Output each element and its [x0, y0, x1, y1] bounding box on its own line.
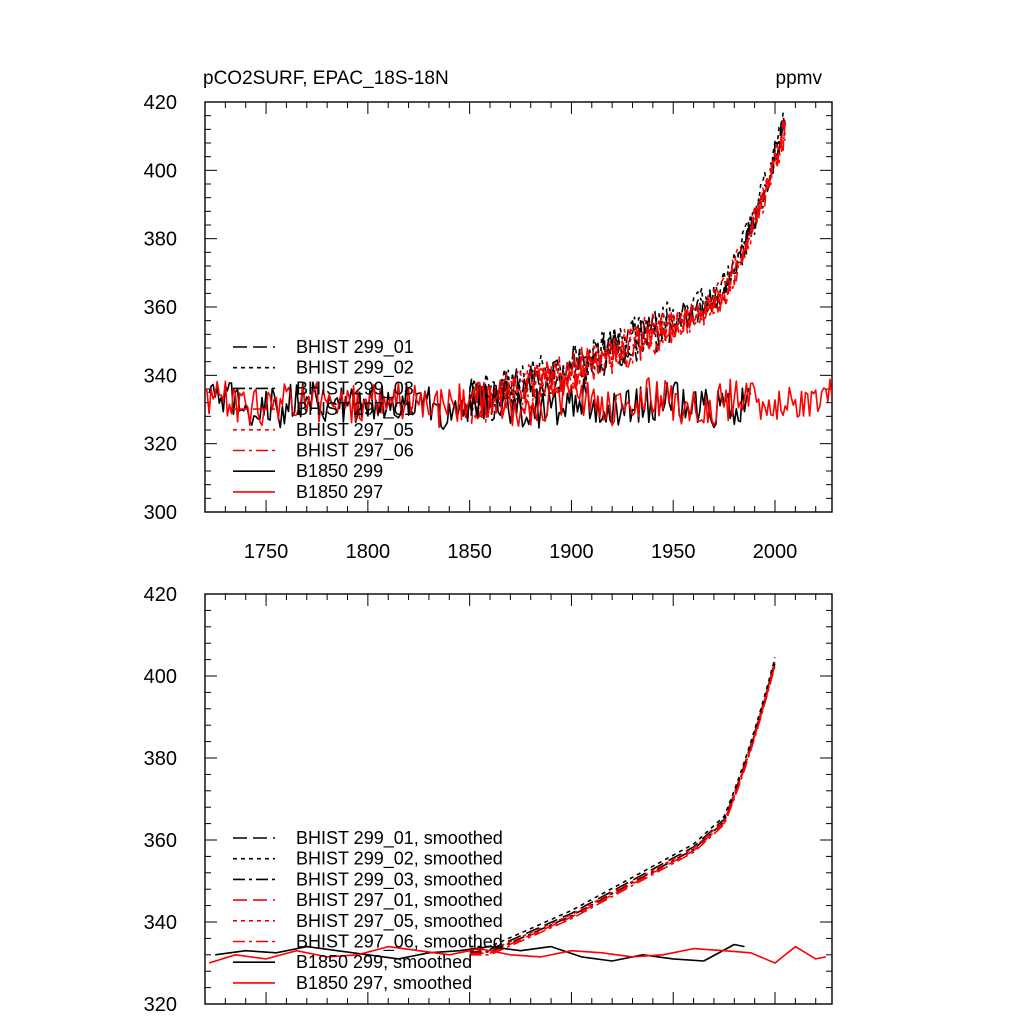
top-panel-raw: 1750 1800 1850 1900 1950 2000 300 320 340 360 380 4… [144, 92, 833, 563]
series-line-bhist-297-05 [468, 122, 786, 419]
series-line-b1850-297 [205, 377, 832, 429]
series-line-b1850-299-smoothed [215, 943, 745, 962]
y-tick-label: 340 [144, 365, 177, 387]
series-line-b1850-297-smoothed [208, 945, 827, 964]
legend-label: B1850 299, smoothed [296, 952, 472, 972]
legend-label: BHIST 297_05 [296, 420, 414, 441]
y-tick-label: 400 [144, 666, 177, 688]
x-tick-label: 1750 [244, 541, 289, 563]
chart-title-units: ppmv [776, 68, 823, 89]
series-line-bhist-297-06-smoothed [469, 665, 776, 956]
x-tick-label: 1950 [651, 541, 696, 563]
y-tick-label: 360 [144, 830, 177, 852]
x-tick-label: 1800 [346, 541, 391, 563]
legend-label: B1850 297, smoothed [296, 973, 472, 993]
legend-label: BHIST 299_02, smoothed [296, 849, 503, 870]
legend-label: BHIST 299_01 [296, 337, 414, 358]
y-tick-label: 420 [144, 92, 177, 114]
legend-label: BHIST 297_06, smoothed [296, 932, 503, 953]
series-line-bhist-299-01-smoothed [469, 660, 776, 951]
x-tick-label: 1900 [549, 541, 594, 563]
legend-label: BHIST 299_03, smoothed [296, 869, 503, 890]
series-line-bhist-297-05-smoothed [469, 661, 776, 952]
x-tick-label: 1850 [447, 541, 492, 563]
legend-label: BHIST 299_01, smoothed [296, 828, 503, 849]
legend-label: BHIST 299_03 [296, 378, 414, 399]
legend-label: BHIST 299_02 [296, 358, 414, 379]
series-line-bhist-297-01-smoothed [469, 663, 776, 954]
legend-label: B1850 297 [296, 482, 383, 502]
y-tick-label: 340 [144, 912, 177, 934]
series-group [205, 112, 832, 430]
y-tick-label: 380 [144, 229, 177, 251]
y-tick-label: 320 [144, 994, 177, 1016]
legend-label: BHIST 297_01, smoothed [296, 890, 503, 911]
y-tick-label: 300 [144, 502, 177, 524]
chart-title-left: pCO2SURF, EPAC_18S-18N [203, 68, 449, 89]
y-tick-label: 400 [144, 160, 177, 182]
plot-frame [204, 593, 833, 1005]
legend-label: BHIST 297_06 [296, 441, 414, 462]
y-tick-label: 320 [144, 434, 177, 456]
bottom-panel-smoothed: 320 340 360 380 400 420 BHIST 299_01, smoothed… [144, 584, 833, 1016]
legend-label: BHIST 297_01 [296, 399, 414, 420]
series-line-bhist-297-06 [468, 119, 786, 424]
x-tick-label: 2000 [753, 541, 798, 563]
legend-label: B1850 299 [296, 461, 383, 481]
series-line-bhist-299-02-smoothed [469, 657, 776, 948]
legend-label: BHIST 297_05, smoothed [296, 911, 503, 932]
series-line-bhist-299-02 [468, 112, 786, 410]
y-tick-label: 360 [144, 297, 177, 319]
y-tick-label: 420 [144, 584, 177, 606]
y-tick-label: 380 [144, 748, 177, 770]
series-group [208, 657, 827, 964]
series-line-bhist-299-03-smoothed [469, 662, 776, 953]
